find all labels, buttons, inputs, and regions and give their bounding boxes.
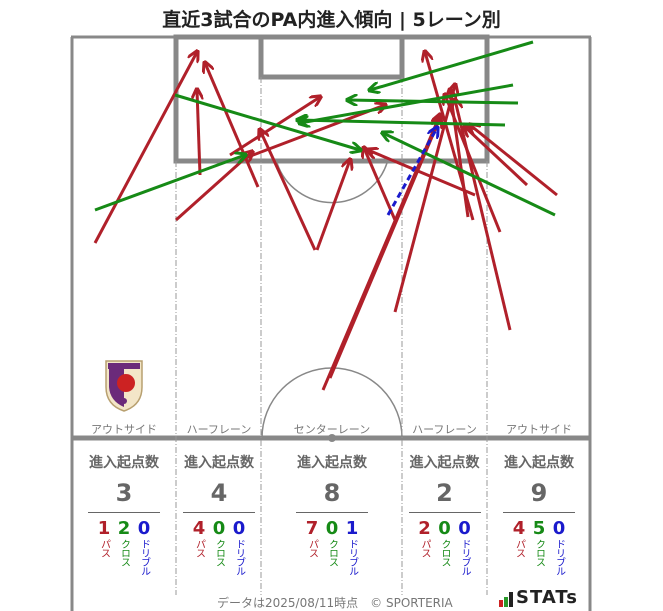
divider: [408, 512, 481, 513]
cross-label: クロス: [439, 539, 450, 566]
stat-header: 進入起点数: [184, 455, 254, 471]
dribble-arrows: [386, 128, 437, 216]
cross-count: 0: [212, 518, 226, 539]
dribble-label: ドリブル: [138, 539, 150, 575]
stat-total: 3: [115, 479, 133, 507]
dribble-count: 0: [232, 518, 246, 539]
pass-label: パス: [513, 539, 525, 557]
pass-label: パス: [419, 539, 430, 557]
lane-label-halfspace-left: ハーフレーン: [186, 423, 252, 436]
stat-header: 進入起点数: [89, 455, 159, 471]
cross-count: 2: [117, 518, 131, 539]
divider: [296, 512, 368, 513]
cross-arrows: [94, 40, 556, 217]
stat-total: 8: [323, 479, 341, 507]
cross-label: クロス: [533, 539, 545, 566]
stat-header: 進入起点数: [297, 455, 367, 471]
lane-stats-outside-right: 進入起点数 9 4 パス 5 クロス 0 ドリブル: [489, 452, 589, 575]
divider: [88, 512, 160, 513]
cross-count: 0: [325, 518, 339, 539]
lane-label-center: センターレーン: [293, 423, 371, 436]
dribble-count: 1: [345, 518, 359, 539]
lane-stats-halfspace-right: 進入起点数 2 2 パス 0 クロス 0 ドリブル: [403, 452, 486, 575]
pass-arrows: [93, 52, 558, 391]
pass-count: 4: [512, 518, 526, 539]
pitch-lines: [70, 34, 592, 611]
stats-logo: STATs: [499, 589, 578, 607]
lane-stats-outside-left: 進入起点数 3 1 パス 2 クロス 0 ドリブル: [78, 452, 170, 575]
dribble-count: 0: [552, 518, 566, 539]
cross-count: 0: [438, 518, 451, 539]
cross-label: クロス: [213, 539, 225, 566]
pass-label: パス: [193, 539, 205, 557]
dribble-count: 0: [137, 518, 151, 539]
stat-header: 進入起点数: [409, 455, 480, 471]
pass-count: 4: [192, 518, 206, 539]
lane-stats-center: 進入起点数 8 7 パス 0 クロス 1 ドリブル: [262, 452, 402, 575]
pass-label: パス: [306, 539, 318, 557]
dribble-count: 0: [458, 518, 471, 539]
stats-bars-icon: [499, 592, 513, 607]
dribble-label: ドリブル: [459, 539, 470, 575]
entry-arrows: [93, 40, 558, 391]
cross-count: 5: [532, 518, 546, 539]
pass-label: パス: [98, 539, 110, 557]
dribble-label: ドリブル: [553, 539, 565, 575]
dribble-label: ドリブル: [346, 539, 358, 575]
pass-count: 1: [97, 518, 111, 539]
stat-total: 2: [436, 479, 453, 507]
lane-label-outside-right: アウトサイド: [506, 423, 572, 436]
page-title: 直近3試合のPA内進入傾向 | 5レーン別: [162, 9, 501, 31]
lane-label-outside-left: アウトサイド: [91, 423, 157, 436]
cross-label: クロス: [326, 539, 338, 566]
divider: [183, 512, 255, 513]
stat-total: 4: [210, 479, 228, 507]
dribble-label: ドリブル: [233, 539, 245, 575]
stat-header: 進入起点数: [504, 455, 574, 471]
stats-logo-text: STATs: [516, 587, 578, 608]
stat-total: 9: [530, 479, 548, 507]
data-credit: データは2025/08/11時点 © SPORTERIA: [217, 596, 453, 610]
pass-count: 7: [305, 518, 319, 539]
cross-label: クロス: [118, 539, 130, 566]
divider: [503, 512, 575, 513]
lane-label-halfspace-right: ハーフレーン: [412, 423, 477, 436]
lane-stats-halfspace-left: 進入起点数 4 4 パス 0 クロス 0 ドリブル: [178, 452, 260, 575]
pass-count: 2: [418, 518, 431, 539]
team-crest-icon: [105, 360, 143, 412]
